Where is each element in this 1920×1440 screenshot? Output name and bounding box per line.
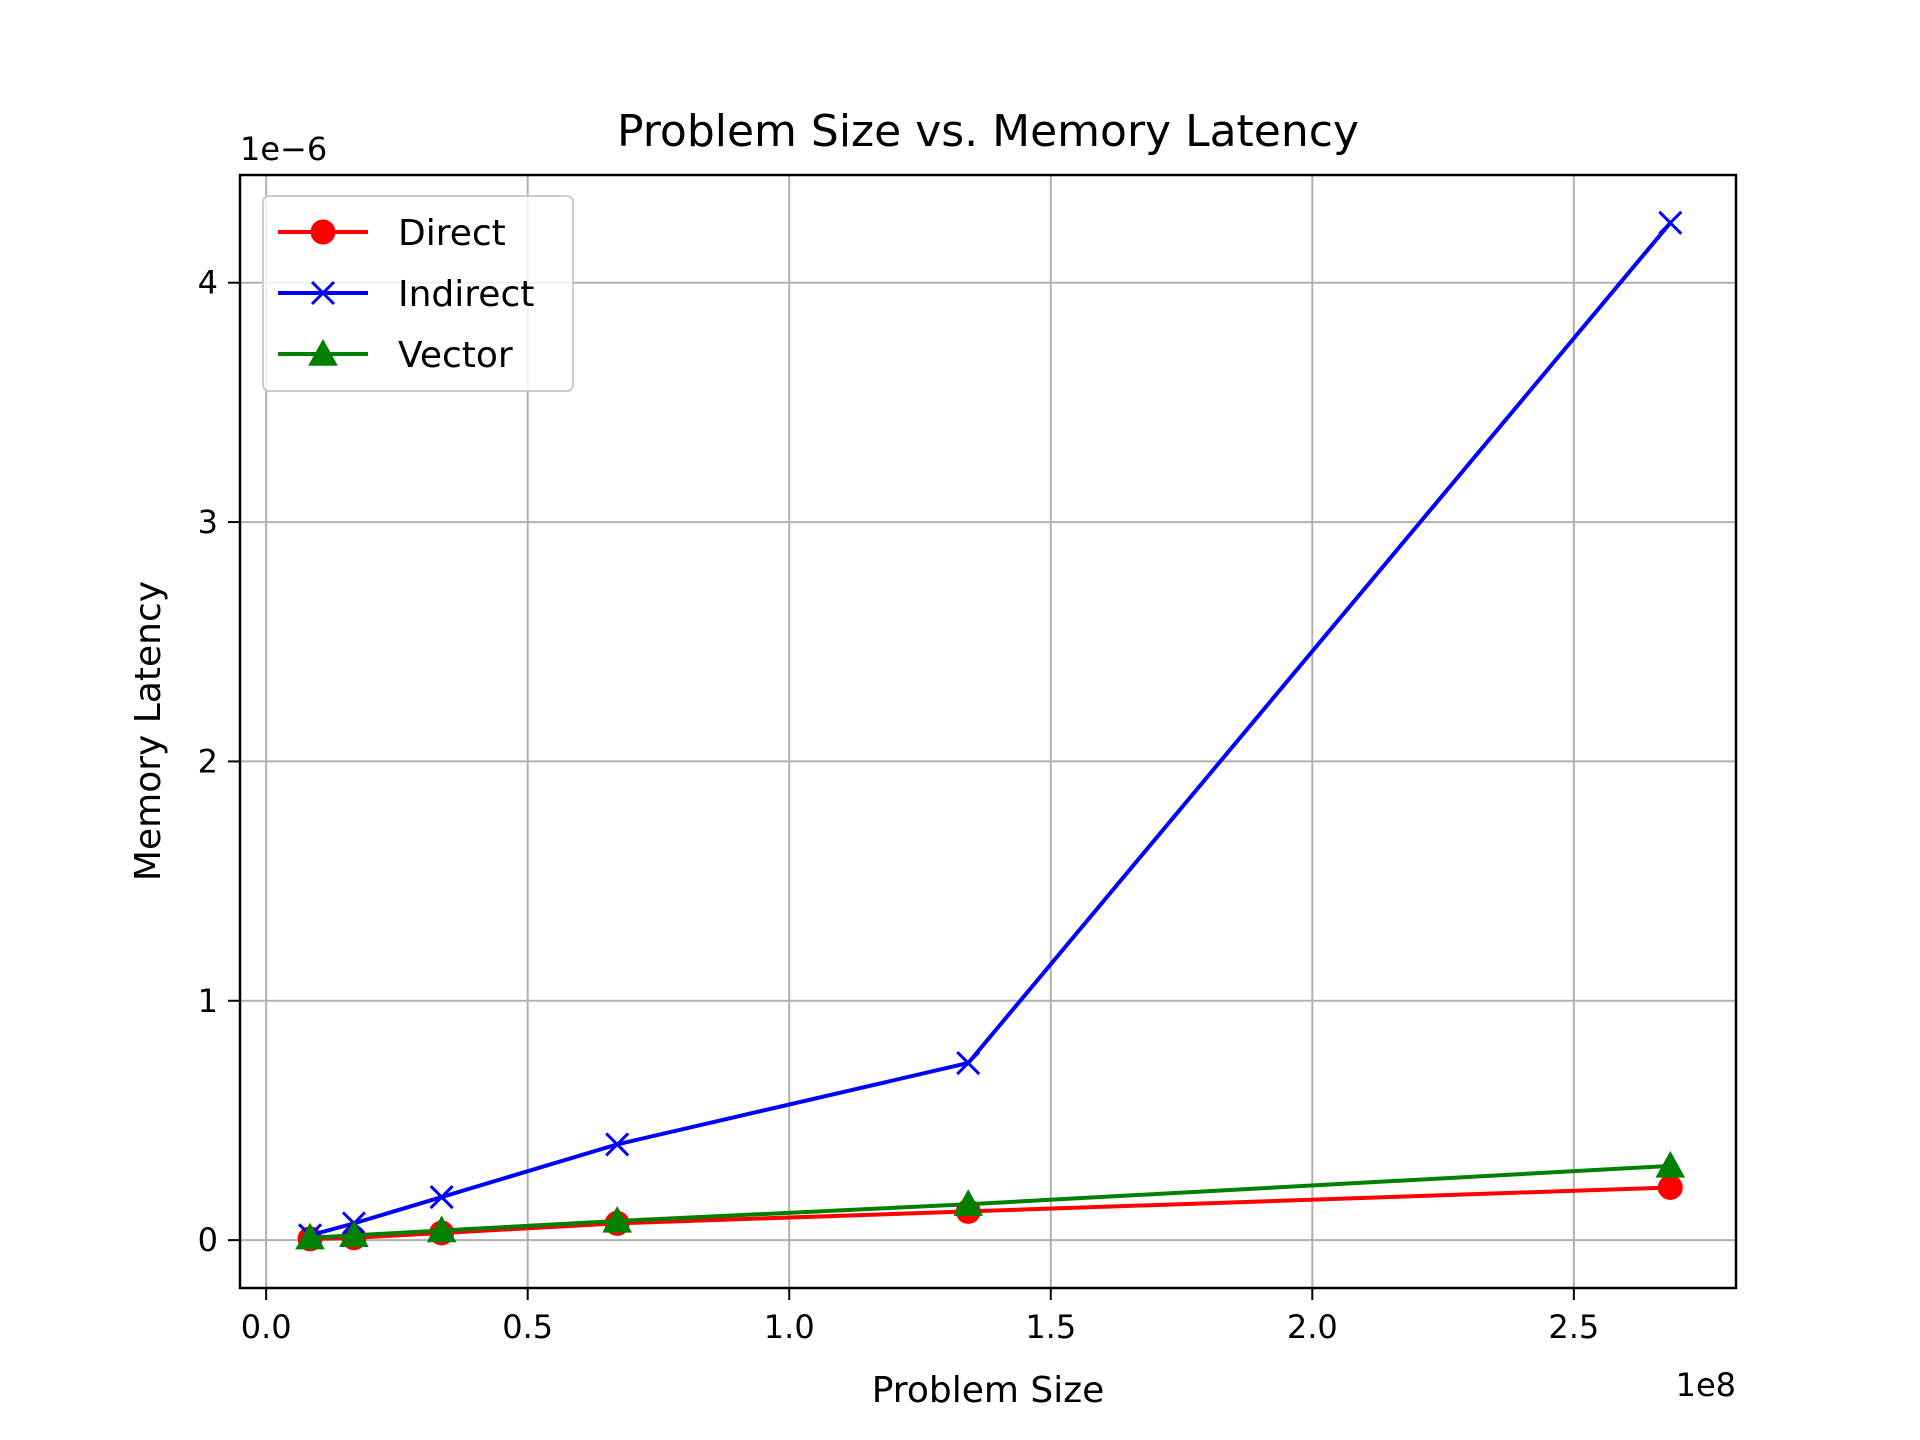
- grid-lines: [240, 175, 1736, 1288]
- legend-item-direct: Direct: [278, 213, 506, 254]
- data-point-vector: [295, 1222, 325, 1250]
- legend-marker-indirect: [310, 280, 336, 306]
- data-point-indirect: [605, 1132, 630, 1157]
- data-point-indirect: [1658, 210, 1683, 235]
- chart-title: Problem Size vs. Memory Latency: [617, 106, 1359, 157]
- x-tick-label: 2.5: [1548, 1308, 1599, 1346]
- legend: Direct Indirect Vector: [262, 195, 574, 392]
- data-point-vector: [339, 1220, 369, 1248]
- series-indirect: [297, 210, 1683, 1248]
- data-point-indirect: [429, 1184, 454, 1210]
- legend-label-indirect: Indirect: [398, 274, 534, 315]
- y-offset-label: 1e−6: [240, 130, 327, 168]
- y-axis-label: Memory Latency: [128, 581, 169, 881]
- y-tick-label: 3: [198, 503, 218, 541]
- x-tick-label: 0.5: [502, 1308, 553, 1346]
- x-tick-label: 1.0: [764, 1308, 815, 1346]
- legend-label-vector: Vector: [398, 335, 513, 376]
- data-point-vector: [1655, 1150, 1686, 1178]
- data-point-vector: [426, 1215, 457, 1243]
- legend-item-indirect: Indirect: [278, 274, 534, 315]
- plot-frame: [238, 173, 1738, 1290]
- series-layer: [295, 210, 1686, 1252]
- data-point-direct: [1657, 1174, 1683, 1200]
- axis-ticks: 0.0 0.5 1.0 1.5 2.0 2.5 0 1 2 3 4: [198, 264, 1600, 1346]
- series-vector: [295, 1150, 1686, 1250]
- series-line-indirect: [309, 221, 1672, 1238]
- legend-box: [262, 195, 574, 392]
- y-tick-label: 1: [198, 982, 218, 1020]
- data-point-vector: [953, 1189, 984, 1216]
- data-point-indirect: [956, 1050, 981, 1076]
- y-tick-label: 0: [198, 1221, 218, 1259]
- x-tick-label: 1.5: [1025, 1308, 1076, 1346]
- legend-marker-vector: [308, 338, 338, 366]
- x-offset-label: 1e8: [1676, 1366, 1736, 1404]
- x-tick-label: 0.0: [241, 1308, 292, 1346]
- y-tick-label: 2: [198, 742, 218, 780]
- legend-item-vector: Vector: [278, 335, 513, 376]
- legend-marker-direct: [310, 219, 336, 245]
- legend-label-direct: Direct: [398, 213, 506, 254]
- x-tick-label: 2.0: [1287, 1308, 1338, 1346]
- y-tick-label: 4: [198, 264, 218, 302]
- data-point-vector: [602, 1205, 633, 1233]
- x-axis-label: Problem Size: [872, 1370, 1105, 1411]
